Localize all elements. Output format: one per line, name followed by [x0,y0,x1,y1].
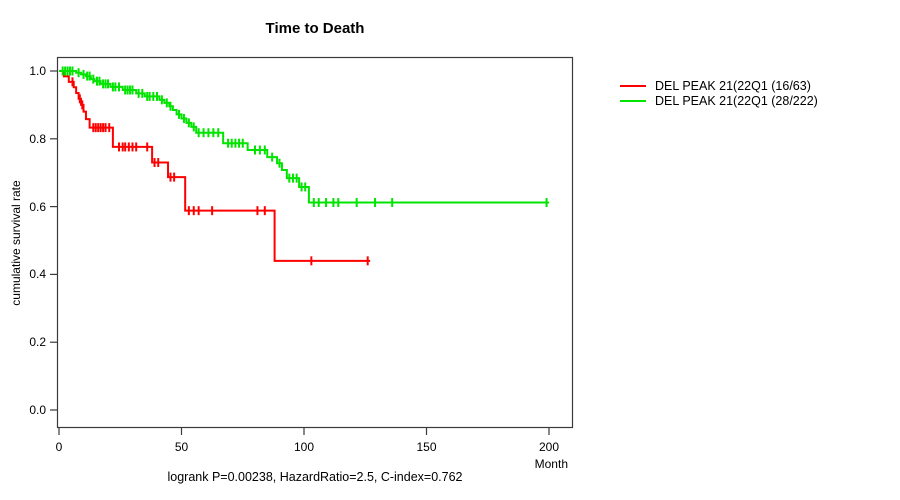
y-tick-label: 0.6 [29,199,46,214]
legend-label-green: DEL PEAK 21(22Q1 (28/222) [655,93,818,108]
x-tick-label: 100 [293,440,315,454]
y-tick-label: 1.0 [29,64,46,78]
red-line-swatch-icon [620,84,646,87]
plot-box [56,56,574,429]
x-tick-label: 150 [416,440,437,454]
legend-label-red: DEL PEAK 21(22Q1 (16/63) [655,78,811,93]
x-tick-label: 0 [55,440,63,454]
y-axis-tick-labels: 1.0 0.8 0.6 0.4 0.2 0.0 [0,0,46,500]
y-tick-label: 0.0 [29,403,46,417]
survival-curve-red [59,70,371,262]
x-axis-tick-labels: 0 50 100 150 200 [0,440,900,454]
x-tick-label: 200 [538,440,560,454]
x-axis-title: Month [534,457,568,471]
survival-plot-area [50,56,574,435]
legend: DEL PEAK 21(22Q1 (16/63) DEL PEAK 21(22Q… [620,78,818,108]
statistics-caption: logrank P=0.00238, HazardRatio=2.5, C-in… [167,470,463,484]
x-tick-label: 50 [174,440,189,454]
y-tick-label: 0.2 [29,335,46,350]
chart-title: Time to Death [265,20,365,37]
green-line-swatch-icon [620,99,646,102]
survival-curve-green [59,70,549,204]
y-tick-label: 0.4 [29,267,46,282]
legend-item-red: DEL PEAK 21(22Q1 (16/63) [620,78,818,93]
legend-item-green: DEL PEAK 21(22Q1 (28/222) [620,93,818,108]
y-tick-label: 0.8 [29,131,46,146]
